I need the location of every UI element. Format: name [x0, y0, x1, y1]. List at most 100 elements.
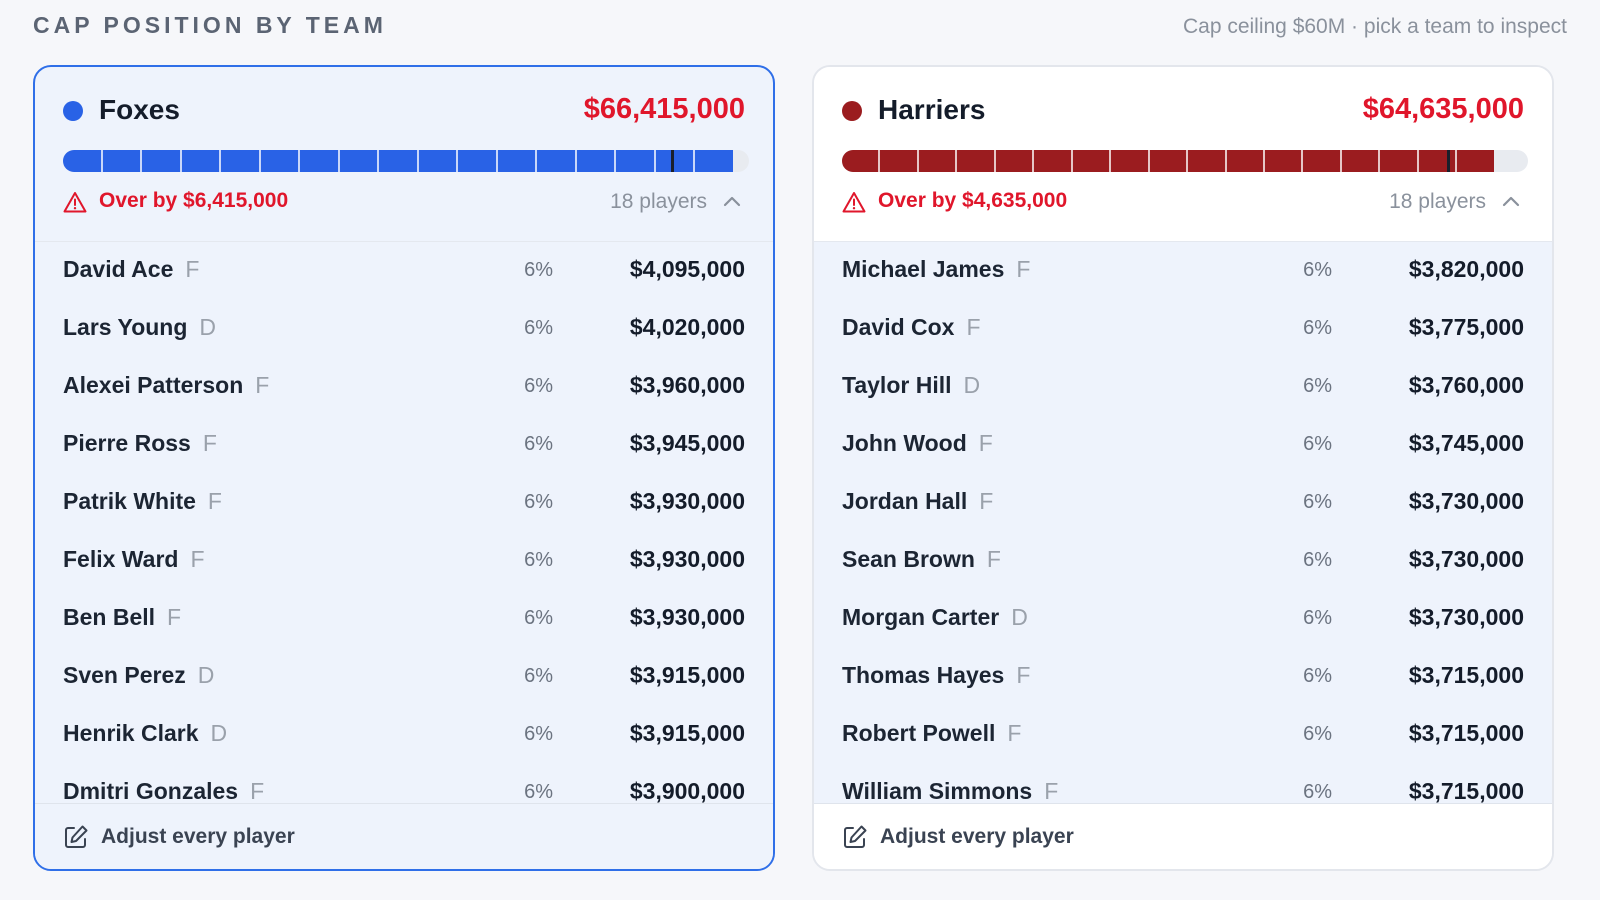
player-cap-percent: 6%	[1303, 317, 1332, 339]
player-count: 18 players	[610, 190, 707, 213]
cap-segment	[1380, 150, 1419, 172]
cap-progress-bar	[63, 150, 749, 172]
player-row[interactable]: Dmitri Gonzales F 6% $3,900,000	[35, 764, 773, 805]
player-row[interactable]: William Simmons F 6% $3,715,000	[814, 764, 1552, 805]
player-salary: $3,915,000	[629, 720, 745, 746]
player-salary: $4,095,000	[629, 256, 745, 282]
player-cap-percent: 6%	[524, 259, 553, 281]
player-cap-percent: 6%	[1303, 491, 1332, 513]
player-name-text: William Simmons	[842, 778, 1033, 804]
player-row[interactable]: David Ace F 6% $4,095,000	[35, 242, 773, 300]
cap-segment	[695, 150, 733, 172]
player-row[interactable]: Pierre Ross F 6% $3,945,000	[35, 416, 773, 474]
player-list[interactable]: Michael James F 6% $3,820,000 David Cox F 6% $3…	[814, 241, 1552, 805]
card-footer: Adjust every player	[35, 803, 773, 869]
cap-progress-bar	[842, 150, 1528, 172]
player-row[interactable]: Jordan Hall F 6% $3,730,000	[814, 474, 1552, 532]
player-name: Robert Powell F	[842, 720, 1021, 747]
player-count: 18 players	[1389, 190, 1486, 213]
player-row[interactable]: David Cox F 6% $3,775,000	[814, 300, 1552, 358]
player-position: F	[167, 604, 182, 630]
card-footer: Adjust every player	[814, 803, 1552, 869]
cap-segment	[1188, 150, 1227, 172]
player-row[interactable]: Alexei Patterson F 6% $3,960,000	[35, 358, 773, 416]
cap-segment	[880, 150, 919, 172]
player-salary: $3,930,000	[629, 546, 745, 572]
player-position: D	[199, 314, 217, 340]
cap-segment	[260, 150, 300, 172]
cap-segment	[1341, 150, 1381, 172]
player-row[interactable]: Sean Brown F 6% $3,730,000	[814, 532, 1552, 590]
player-row[interactable]: Henrik Clark D 6% $3,915,000	[35, 706, 773, 764]
player-cap-percent: 6%	[524, 607, 553, 629]
player-cap-percent: 6%	[524, 375, 553, 397]
team-card-header[interactable]: Harriers $64,635,000 Over by $4,635,000 …	[814, 67, 1552, 241]
player-salary: $3,715,000	[1408, 778, 1524, 804]
cap-segment	[63, 150, 103, 172]
player-position: F	[255, 372, 270, 398]
player-cap-percent: 6%	[1303, 723, 1332, 745]
player-position: D	[1011, 604, 1028, 630]
cap-progress-fill	[842, 150, 1494, 172]
player-name: Michael James F	[842, 256, 1030, 283]
player-row[interactable]: Felix Ward F 6% $3,930,000	[35, 532, 773, 590]
player-name: Lars Young D	[63, 314, 216, 341]
player-cap-percent: 6%	[524, 665, 553, 687]
cap-segment	[221, 150, 261, 172]
player-name: Sven Perez D	[63, 662, 214, 689]
player-position: F	[978, 430, 993, 456]
collapse-roster-button[interactable]	[1498, 188, 1524, 214]
player-salary: $3,820,000	[1408, 256, 1524, 282]
cap-segment	[842, 150, 881, 172]
player-name-text: John Wood	[842, 430, 967, 456]
player-cap-percent: 6%	[524, 491, 553, 513]
player-cap-percent: 6%	[1303, 375, 1332, 397]
pencil-square-icon	[844, 825, 867, 848]
player-salary: $3,915,000	[629, 662, 745, 688]
cap-segment	[1072, 150, 1112, 172]
player-salary: $4,020,000	[629, 314, 745, 340]
player-position: D	[197, 662, 215, 688]
cap-segment	[1226, 150, 1265, 172]
team-card-harriers[interactable]: Harriers $64,635,000 Over by $4,635,000 …	[812, 65, 1554, 871]
player-name-text: Alexei Patterson	[63, 372, 244, 398]
chevron-up-icon	[723, 196, 741, 207]
player-salary: $3,900,000	[629, 778, 745, 804]
team-card-header[interactable]: Foxes $66,415,000 Over by $6,415,000 18 …	[35, 67, 773, 241]
player-cap-percent: 6%	[524, 781, 553, 803]
player-row[interactable]: Ben Bell F 6% $3,930,000	[35, 590, 773, 648]
player-row[interactable]: Morgan Carter D 6% $3,730,000	[814, 590, 1552, 648]
player-salary: $3,715,000	[1408, 662, 1524, 688]
player-row[interactable]: Patrik White F 6% $3,930,000	[35, 474, 773, 532]
player-salary: $3,930,000	[629, 604, 745, 630]
player-cap-percent: 6%	[1303, 433, 1332, 455]
player-row[interactable]: Thomas Hayes F 6% $3,715,000	[814, 648, 1552, 706]
team-color-dot	[842, 101, 862, 121]
cap-segment	[616, 150, 656, 172]
player-row[interactable]: Taylor Hill D 6% $3,760,000	[814, 358, 1552, 416]
player-row[interactable]: John Wood F 6% $3,745,000	[814, 416, 1552, 474]
cap-segment	[918, 150, 958, 172]
player-position: D	[210, 720, 228, 746]
player-cap-percent: 6%	[1303, 607, 1332, 629]
cap-segment	[142, 150, 182, 172]
player-name-text: Thomas Hayes	[842, 662, 1005, 688]
cap-segment	[1149, 150, 1189, 172]
player-name: Felix Ward F	[63, 546, 205, 573]
team-card-foxes[interactable]: Foxes $66,415,000 Over by $6,415,000 18 …	[33, 65, 775, 871]
player-salary: $3,930,000	[629, 488, 745, 514]
cap-segment	[1303, 150, 1342, 172]
player-row[interactable]: Michael James F 6% $3,820,000	[814, 242, 1552, 300]
player-name-text: Taylor Hill	[842, 372, 952, 398]
adjust-every-player-button[interactable]: Adjust every player	[101, 825, 295, 848]
adjust-every-player-button[interactable]: Adjust every player	[880, 825, 1074, 848]
player-row[interactable]: Lars Young D 6% $4,020,000	[35, 300, 773, 358]
player-name: Taylor Hill D	[842, 372, 980, 399]
collapse-roster-button[interactable]	[719, 188, 745, 214]
player-row[interactable]: Sven Perez D 6% $3,915,000	[35, 648, 773, 706]
player-name-text: Sean Brown	[842, 546, 975, 572]
warning-triangle-icon	[842, 192, 866, 213]
player-list[interactable]: David Ace F 6% $4,095,000 Lars Young D 6% $4,02…	[35, 241, 773, 805]
player-row[interactable]: Robert Powell F 6% $3,715,000	[814, 706, 1552, 764]
